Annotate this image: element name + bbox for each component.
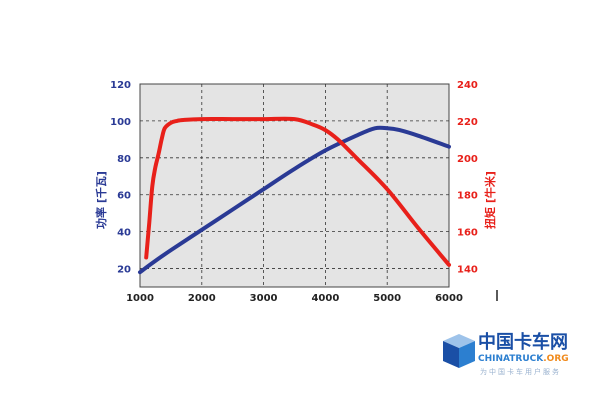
left-tick-label: 60 [117,191,131,202]
x-axis-ticks: 1000 2000 3000 4000 5000 6000 [126,293,463,304]
power-curve [138,125,451,275]
x-tick-label: 5000 [373,293,401,304]
right-tick-label: 140 [457,265,478,276]
left-tick-label: 80 [117,154,131,165]
chinatruck-watermark: 中国卡车网 CHINATRUCK.ORG 为中国卡车用户服务 [443,331,569,376]
right-tick-label: 200 [457,154,478,165]
plot-area [139,83,450,288]
x-tick-label: 3000 [250,293,278,304]
right-tick-label: 180 [457,191,478,202]
x-tick-label: 1000 [126,293,154,304]
torque-curve [144,116,451,267]
right-tick-label: 240 [457,80,478,91]
grid-lines [140,84,449,287]
left-tick-label: 20 [117,265,131,276]
watermark-brand-cn: 中国卡车网 [478,331,568,353]
x-tick-label: 6000 [435,293,463,304]
right-axis-ticks: 140 160 180 200 220 240 [457,80,478,276]
series-layer [138,116,451,275]
left-tick-label: 40 [117,228,131,239]
left-tick-label: 100 [110,117,131,128]
x-tick-label: 4000 [311,293,339,304]
truck-box-logo-icon [443,334,475,368]
right-axis-title: 扭矩 [牛米] [483,171,497,229]
right-tick-label: 220 [457,117,478,128]
x-tick-label: 2000 [188,293,216,304]
left-axis-title: 功率 [千瓦] [94,171,108,229]
left-tick-label: 120 [110,80,131,91]
watermark-slogan: 为中国卡车用户服务 [480,367,561,376]
left-axis-ticks: 20 40 60 80 100 120 [110,80,131,276]
watermark-brand-en: CHINATRUCK.ORG [478,354,569,364]
right-tick-label: 160 [457,228,478,239]
